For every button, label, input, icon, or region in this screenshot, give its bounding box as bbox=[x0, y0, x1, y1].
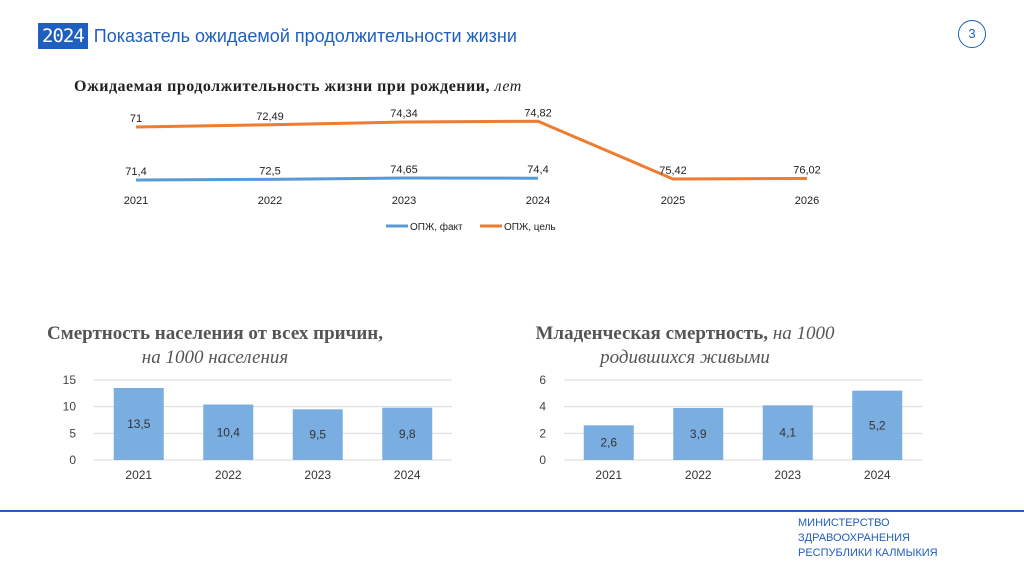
data-label: 75,42 bbox=[659, 165, 687, 177]
data-label: 74,34 bbox=[390, 108, 418, 120]
x-tick-label: 2022 bbox=[215, 468, 242, 482]
footer-divider bbox=[0, 510, 1024, 512]
data-label: 76,02 bbox=[793, 165, 821, 177]
infant-mortality-title-unit: на 1000 родившихся живыми bbox=[600, 323, 835, 368]
x-tick-label: 2024 bbox=[526, 195, 550, 207]
x-tick-label: 2023 bbox=[392, 195, 416, 207]
life-expectancy-title-text: Ожидаемая продолжительность жизни при ро… bbox=[74, 78, 490, 95]
bar-value-label: 9,5 bbox=[309, 428, 326, 442]
bar bbox=[762, 405, 813, 460]
mortality-title-unit: на 1000 населения bbox=[141, 347, 289, 368]
y-tick-label: 5 bbox=[69, 426, 76, 440]
bar bbox=[673, 408, 724, 460]
x-tick-label: 2022 bbox=[685, 468, 712, 482]
footer-org-line: МИНИСТЕРСТВО bbox=[798, 517, 890, 529]
life-expectancy-title-unit: лет bbox=[494, 78, 522, 95]
y-tick-label: 6 bbox=[539, 373, 546, 387]
data-label: 71,4 bbox=[125, 166, 146, 178]
data-label: 74,65 bbox=[390, 164, 418, 176]
bar-value-label: 2,6 bbox=[600, 436, 617, 450]
bar-value-label: 3,9 bbox=[690, 427, 707, 441]
x-tick-label: 2021 bbox=[124, 195, 148, 207]
x-tick-label: 2021 bbox=[125, 468, 152, 482]
mortality-chart-title: Смертность населения от всех причин, на … bbox=[40, 322, 390, 370]
bar bbox=[382, 407, 433, 460]
bar bbox=[113, 388, 164, 460]
y-tick-label: 10 bbox=[63, 400, 77, 414]
x-tick-label: 2024 bbox=[864, 468, 891, 482]
year-badge: 2024 bbox=[38, 23, 88, 49]
y-tick-label: 4 bbox=[539, 400, 546, 414]
data-label: 72,49 bbox=[256, 111, 284, 123]
x-tick-label: 2026 bbox=[795, 195, 819, 207]
infant-mortality-chart-title: Младенческая смертность, на 1000 родивши… bbox=[520, 322, 850, 370]
bar-value-label: 10,4 bbox=[217, 425, 241, 439]
x-tick-label: 2021 bbox=[595, 468, 622, 482]
legend-label: ОПЖ, цель bbox=[504, 222, 556, 233]
mortality-bar-chart: 0 5 10 15 13,5 2021 10,4 2022 9,5 2023 9,8 2024 bbox=[63, 373, 452, 482]
mortality-title-text: Смертность населения от всех причин, bbox=[47, 323, 383, 344]
page-number-badge: 3 bbox=[958, 20, 986, 48]
y-tick-label: 15 bbox=[63, 373, 77, 387]
data-label: 74,82 bbox=[524, 107, 552, 119]
infant-mortality-bar-chart: 0 2 4 6 2,6 2021 3,9 2022 4,1 2023 5,2 2024 bbox=[539, 373, 922, 482]
bar bbox=[203, 404, 254, 460]
x-tick-label: 2022 bbox=[258, 195, 282, 207]
y-tick-label: 0 bbox=[69, 453, 76, 467]
x-tick-label: 2025 bbox=[661, 195, 685, 207]
data-label: 71 bbox=[130, 113, 142, 125]
bar bbox=[583, 425, 634, 460]
bar-value-label: 13,5 bbox=[127, 417, 151, 431]
x-tick-label: 2024 bbox=[394, 468, 421, 482]
bar bbox=[852, 390, 903, 460]
footer-org-line: РЕСПУБЛИКИ КАЛМЫКИЯ bbox=[798, 547, 938, 559]
life-expectancy-chart-title: Ожидаемая продолжительность жизни при ро… bbox=[74, 78, 522, 96]
bar-value-label: 4,1 bbox=[779, 426, 796, 440]
bar bbox=[292, 409, 343, 460]
data-label: 72,5 bbox=[259, 165, 280, 177]
legend-label: ОПЖ, факт bbox=[410, 221, 463, 233]
life-expectancy-line-chart: 71,4 72,5 74,65 74,4 71 72,49 74,34 74,82 75,42 7… bbox=[124, 107, 821, 233]
y-tick-label: 2 bbox=[539, 426, 546, 440]
x-tick-label: 2023 bbox=[304, 468, 331, 482]
series-line-goal bbox=[135, 119, 808, 181]
footer-organization: МИНИСТЕРСТВО ЗДРАВООХРАНЕНИЯ РЕСПУБЛИКИ … bbox=[798, 516, 938, 561]
header: 2024 Показатель ожидаемой продолжительно… bbox=[38, 22, 517, 50]
data-label: 74,4 bbox=[527, 164, 548, 176]
bar-value-label: 9,8 bbox=[399, 427, 416, 441]
series-line-fact bbox=[135, 176, 539, 182]
bar-value-label: 5,2 bbox=[869, 418, 886, 432]
infant-mortality-title-text: Младенческая смертность, bbox=[535, 323, 769, 344]
footer-org-line: ЗДРАВООХРАНЕНИЯ bbox=[798, 532, 910, 544]
x-tick-label: 2023 bbox=[774, 468, 801, 482]
y-tick-label: 0 bbox=[539, 453, 546, 467]
page-title: Показатель ожидаемой продолжительности ж… bbox=[93, 25, 517, 46]
